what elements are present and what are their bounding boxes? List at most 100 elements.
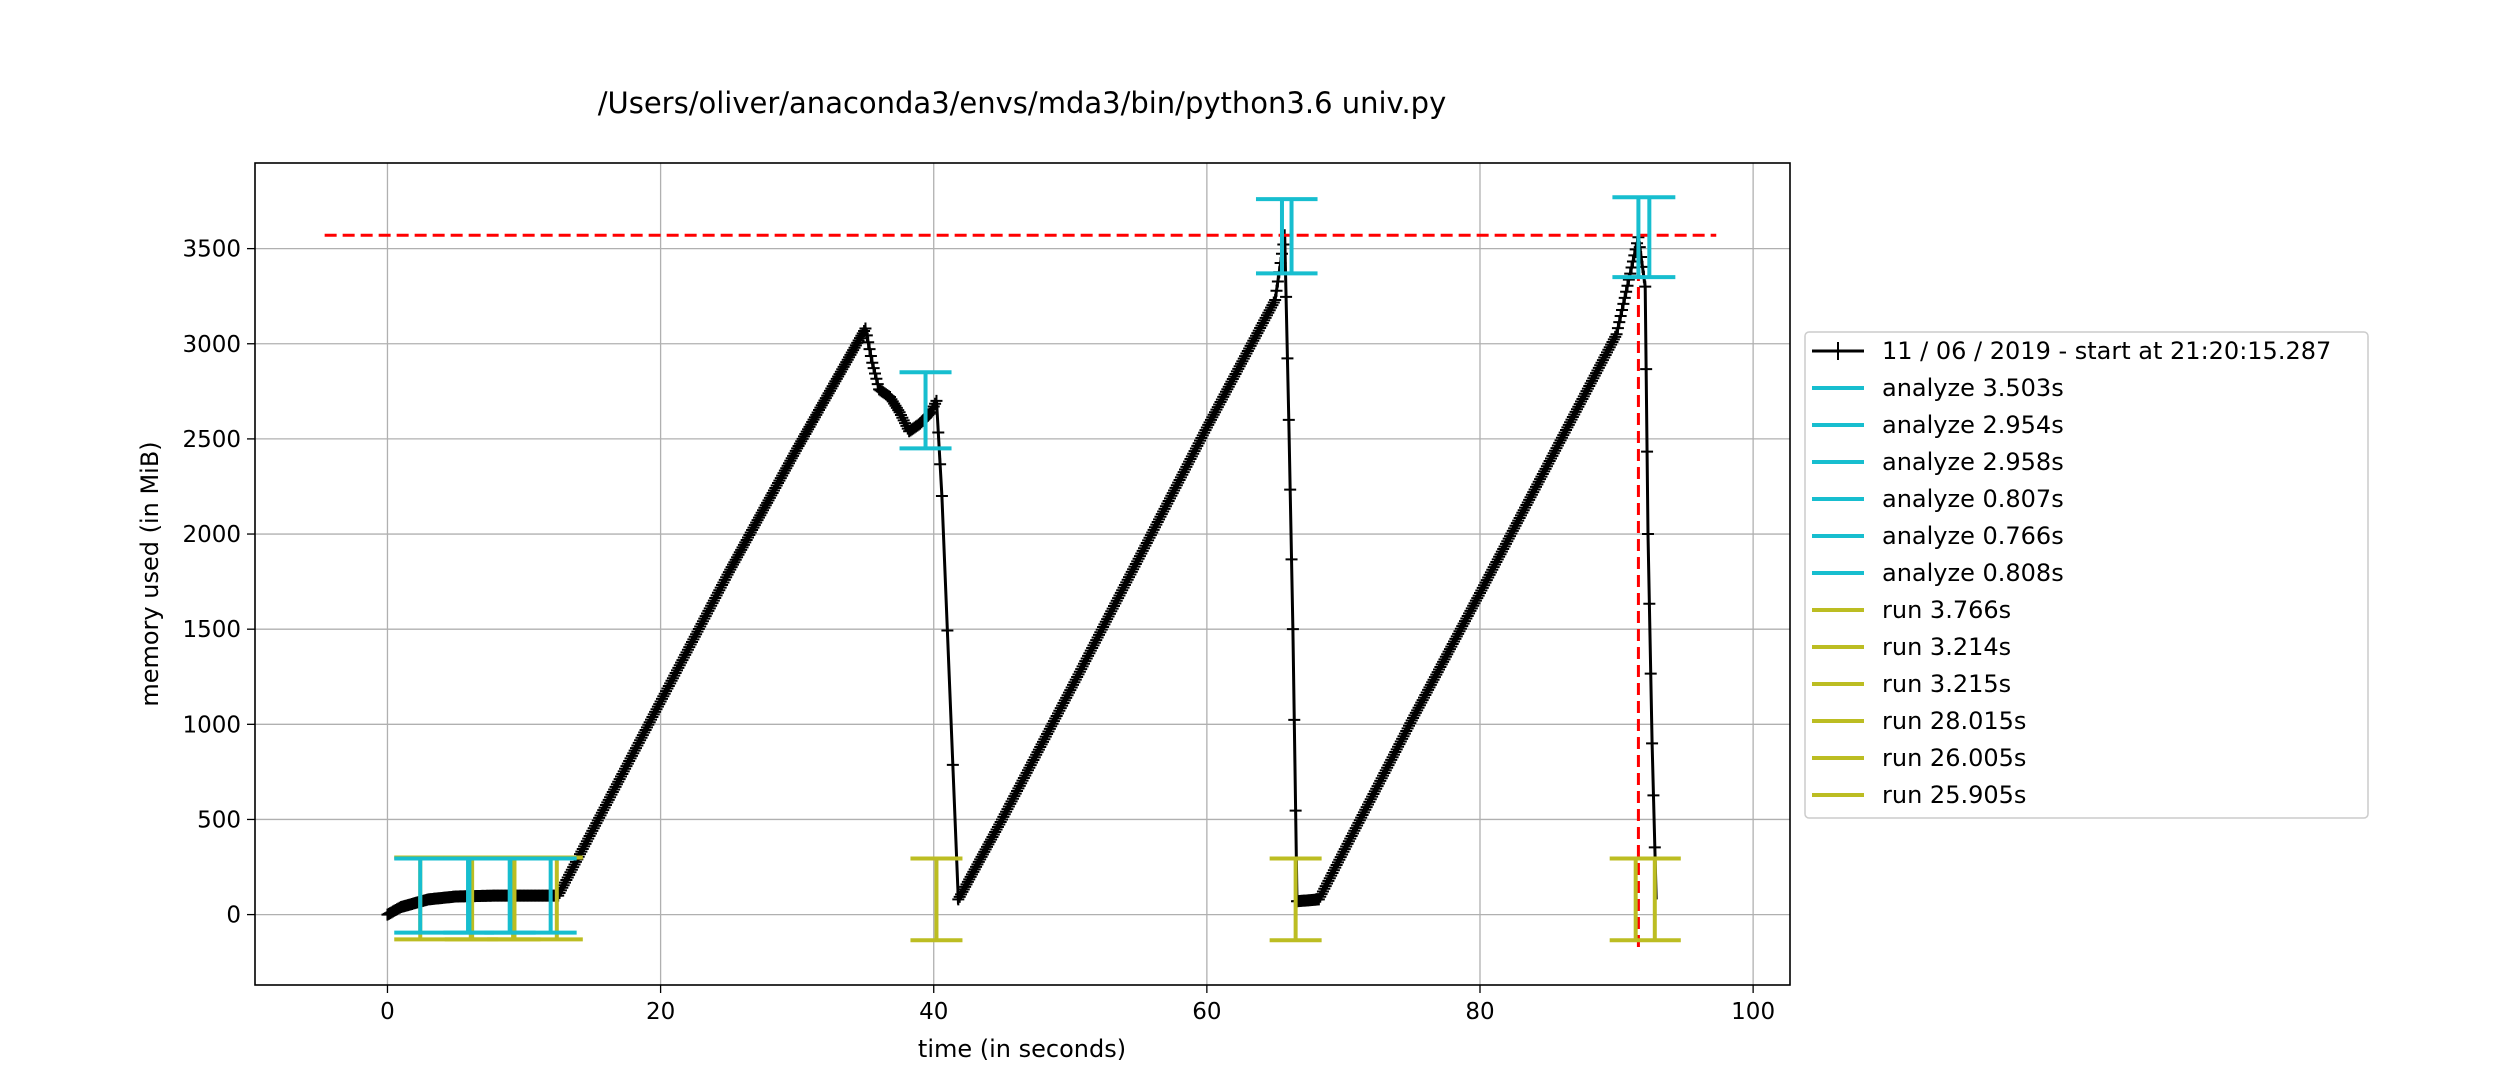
memory-sample-marker [609, 780, 622, 793]
memory-sample-marker [582, 832, 595, 845]
y-tick-label: 1500 [182, 617, 241, 643]
memory-sample-marker [709, 591, 722, 604]
memory-sample-marker [1218, 388, 1231, 401]
memory-sample-marker [1188, 445, 1201, 458]
memory-sample-marker [1213, 398, 1226, 411]
memory-sample-marker [1090, 634, 1103, 647]
memory-sample-marker [1084, 644, 1097, 657]
memory-sample-marker [1506, 524, 1519, 537]
memory-sample-marker [1524, 491, 1537, 504]
memory-sample-marker [1053, 704, 1066, 717]
memory-sample-marker [1232, 362, 1245, 375]
memory-sample-marker [1362, 798, 1375, 811]
memory-sample-marker [1428, 671, 1441, 684]
legend-entry: analyze 2.958s [1812, 448, 2064, 476]
memory-sample-marker [1434, 660, 1447, 673]
memory-sample-marker [649, 705, 662, 718]
memory-sample-marker [1091, 631, 1104, 644]
memory-sample-marker [658, 687, 671, 700]
memory-sample-marker [1415, 696, 1428, 709]
memory-sample-marker [893, 406, 906, 419]
memory-sample-marker [686, 635, 699, 648]
memory-sample-marker [1501, 535, 1514, 548]
memory-sample-marker [1265, 301, 1278, 314]
memory-sample-marker [1098, 618, 1111, 631]
memory-usage-line [386, 235, 1658, 916]
memory-sample-marker [1173, 474, 1186, 487]
memory-sample-marker [598, 801, 611, 814]
memory-sample-marker [1269, 294, 1282, 306]
memory-sample-marker [1221, 383, 1234, 396]
memory-sample-marker [1583, 380, 1596, 393]
memory-sample-marker [1068, 676, 1081, 689]
memory-sample-marker [1247, 334, 1260, 347]
legend-frame [1804, 331, 2369, 819]
memory-sample-marker [1489, 558, 1502, 571]
memory-sample-marker [589, 819, 602, 832]
x-tick-label: 20 [646, 999, 675, 1025]
memory-sample-marker [1558, 426, 1571, 439]
memory-sample-marker [1487, 561, 1500, 574]
memory-sample-marker [1050, 709, 1063, 722]
memory-sample-marker [560, 874, 573, 887]
memory-sample-marker [695, 617, 708, 630]
memory-sample-marker [676, 654, 689, 667]
memory-sample-marker [1379, 764, 1392, 777]
memory-sample-marker [1387, 748, 1400, 761]
memory-sample-marker [864, 349, 877, 362]
memory-sample-marker [698, 612, 711, 625]
memory-sample-marker [926, 403, 939, 416]
memory-sample-marker [1241, 344, 1254, 357]
memory-sample-marker [559, 876, 572, 889]
memory-sample-marker [1435, 658, 1448, 671]
memory-sample-marker [1312, 893, 1325, 906]
memory-sample-marker [1441, 648, 1454, 661]
memory-sample-marker [1153, 513, 1166, 526]
analyze-marker [1255, 197, 1318, 276]
memory-sample-marker [1143, 531, 1156, 544]
memory-sample-marker [1288, 713, 1301, 726]
memory-sample-marker [691, 625, 704, 638]
memory-sample-marker [1207, 408, 1220, 421]
memory-sample-marker [1206, 411, 1219, 424]
memory-sample-marker [1348, 824, 1361, 837]
memory-sample-marker [871, 378, 884, 391]
memory-sample-marker [1375, 772, 1388, 785]
memory-sample-marker [1106, 602, 1119, 615]
memory-sample-marker [1215, 393, 1228, 406]
memory-sample-marker [666, 672, 679, 685]
memory-sample-marker [654, 695, 667, 708]
memory-sample-marker [1513, 511, 1526, 524]
memory-sample-marker [1585, 374, 1598, 387]
memory-sample-marker [1469, 594, 1482, 607]
memory-sample-marker [1431, 666, 1444, 679]
memory-sample-marker [930, 394, 943, 407]
memory-sample-marker [1543, 455, 1556, 468]
memory-sample-marker [1368, 785, 1381, 798]
memory-sample-marker [1390, 743, 1403, 756]
memory-sample-marker [1430, 668, 1443, 681]
memory-sample-marker [1316, 885, 1329, 898]
memory-sample-marker [1606, 336, 1619, 349]
memory-sample-marker [612, 775, 625, 788]
memory-sample-marker [1355, 811, 1368, 824]
memory-sample-marker [1147, 523, 1160, 536]
memory-sample-marker [1476, 581, 1489, 594]
memory-sample-marker [684, 638, 697, 651]
memory-sample-marker [620, 760, 633, 773]
y-tick-label: 3000 [182, 332, 241, 358]
memory-sample-marker [567, 861, 580, 874]
memory-sample-marker [1108, 600, 1120, 613]
memory-sample-marker [720, 571, 733, 584]
memory-sample-marker [1502, 532, 1515, 545]
memory-sample-marker [1497, 543, 1510, 556]
memory-sample-marker [1243, 342, 1256, 355]
memory-sample-marker [1189, 442, 1202, 455]
memory-sample-marker [616, 767, 629, 780]
legend-entries: 11 / 06 / 2019 - start at 21:20:15.287 an… [1812, 337, 2331, 809]
memory-sample-marker [690, 628, 703, 641]
legend-entry: run 25.905s [1812, 781, 2026, 809]
memory-sample-marker [1002, 800, 1015, 813]
memory-sample-marker [1498, 540, 1511, 553]
